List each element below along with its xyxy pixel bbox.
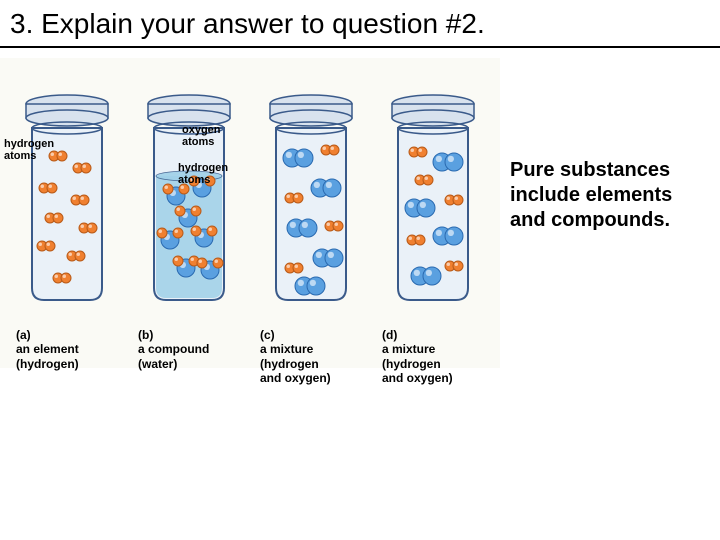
jar-c (254, 68, 372, 318)
jar-d-svg (376, 68, 486, 318)
jar-a: hydrogenatoms (10, 68, 128, 318)
jar-b-annotation: oxygen atoms (182, 124, 250, 148)
jar-b-annotation: hydrogenatoms (178, 162, 228, 186)
jar-b-caption: (b)a compound(water) (138, 328, 248, 371)
jar-a-caption: (a)an element(hydrogen) (16, 328, 126, 371)
question-title: 3. Explain your answer to question #2. (10, 8, 485, 40)
diagram-panel: hydrogenatoms(a)an element(hydrogen)oxyg… (0, 58, 500, 368)
title-underline (0, 46, 720, 48)
jar-a-svg (10, 68, 120, 318)
jar-b: oxygen atoms hydrogenatoms (132, 68, 250, 318)
jar-d-caption: (d)a mixture(hydrogenand oxygen) (382, 328, 492, 386)
jar-a-annotation: hydrogenatoms (4, 138, 54, 162)
jar-c-caption: (c)a mixture(hydrogenand oxygen) (260, 328, 370, 386)
jar-b-svg (132, 68, 242, 318)
jar-c-svg (254, 68, 364, 318)
jar-d (376, 68, 494, 318)
explanation-text: Pure substances include elements and com… (510, 158, 710, 233)
